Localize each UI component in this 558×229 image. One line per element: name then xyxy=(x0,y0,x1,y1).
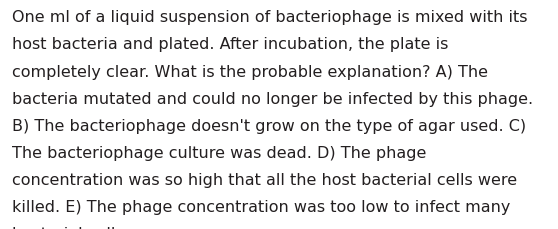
Text: completely clear. What is the probable explanation? A) The: completely clear. What is the probable e… xyxy=(12,64,488,79)
Text: bacteria mutated and could no longer be infected by this phage.: bacteria mutated and could no longer be … xyxy=(12,91,533,106)
Text: The bacteriophage culture was dead. D) The phage: The bacteriophage culture was dead. D) T… xyxy=(12,145,427,160)
Text: host bacteria and plated. After incubation, the plate is: host bacteria and plated. After incubati… xyxy=(12,37,449,52)
Text: bacterial cells.: bacterial cells. xyxy=(12,226,129,229)
Text: One ml of a liquid suspension of bacteriophage is mixed with its: One ml of a liquid suspension of bacteri… xyxy=(12,10,528,25)
Text: concentration was so high that all the host bacterial cells were: concentration was so high that all the h… xyxy=(12,172,517,187)
Text: B) The bacteriophage doesn't grow on the type of agar used. C): B) The bacteriophage doesn't grow on the… xyxy=(12,118,526,133)
Text: killed. E) The phage concentration was too low to infect many: killed. E) The phage concentration was t… xyxy=(12,199,511,214)
